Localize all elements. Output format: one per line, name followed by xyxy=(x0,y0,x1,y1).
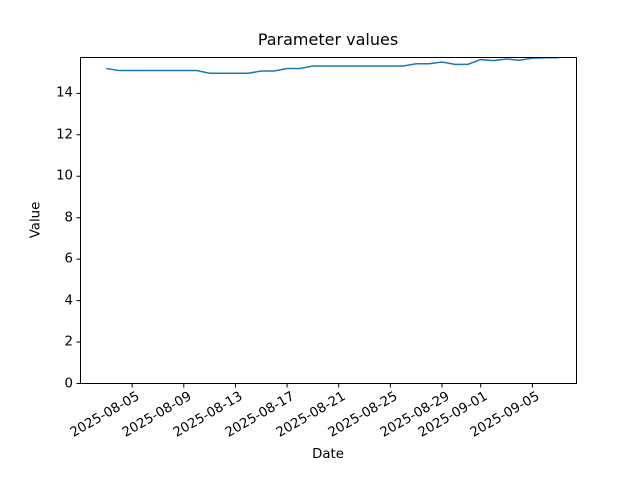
axes-spines xyxy=(80,57,577,384)
y-tick-label: 10 xyxy=(56,168,73,184)
y-tick-label: 0 xyxy=(64,375,73,391)
y-tick-label: 14 xyxy=(56,85,73,101)
y-tick-label: 6 xyxy=(64,251,73,267)
plot-area xyxy=(80,57,577,384)
tick-marks xyxy=(76,92,533,388)
y-tick-label: 2 xyxy=(64,334,73,350)
x-axis-label: Date xyxy=(312,447,344,462)
y-tick-label: 4 xyxy=(64,292,73,308)
y-tick-label: 8 xyxy=(64,210,73,226)
data-line-series xyxy=(106,57,559,74)
chart-title: Parameter values xyxy=(257,30,399,49)
y-axis-label: Value xyxy=(28,201,44,239)
y-tick-label: 12 xyxy=(56,127,73,143)
